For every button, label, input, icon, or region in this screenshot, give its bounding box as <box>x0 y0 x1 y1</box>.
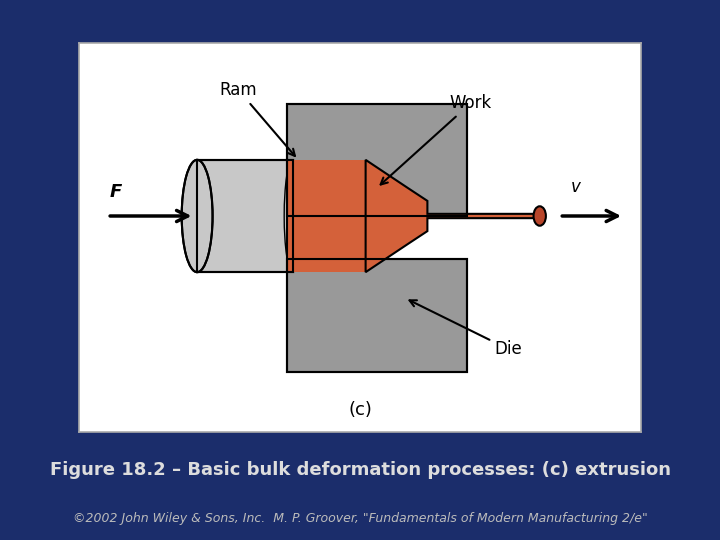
Bar <box>287 160 366 272</box>
Ellipse shape <box>284 160 301 272</box>
Text: Die: Die <box>410 300 523 358</box>
Bar <box>287 259 467 372</box>
Ellipse shape <box>181 160 212 272</box>
Bar <box>287 104 467 216</box>
Bar <box>197 160 292 272</box>
Text: ©2002 John Wiley & Sons, Inc.  M. P. Groover, "Fundamentals of Modern Manufactur: ©2002 John Wiley & Sons, Inc. M. P. Groo… <box>73 512 647 525</box>
Text: Work: Work <box>381 94 492 185</box>
Bar <box>197 160 292 272</box>
Text: F: F <box>110 183 122 200</box>
Ellipse shape <box>534 206 546 226</box>
Polygon shape <box>366 160 540 272</box>
Text: v: v <box>571 178 580 196</box>
Bar <box>287 104 467 216</box>
Text: Figure 18.2 – Basic bulk deformation processes: (c) extrusion: Figure 18.2 – Basic bulk deformation pro… <box>50 461 670 479</box>
Text: Ram: Ram <box>220 81 295 156</box>
Bar <box>287 259 467 372</box>
Text: (c): (c) <box>348 401 372 418</box>
